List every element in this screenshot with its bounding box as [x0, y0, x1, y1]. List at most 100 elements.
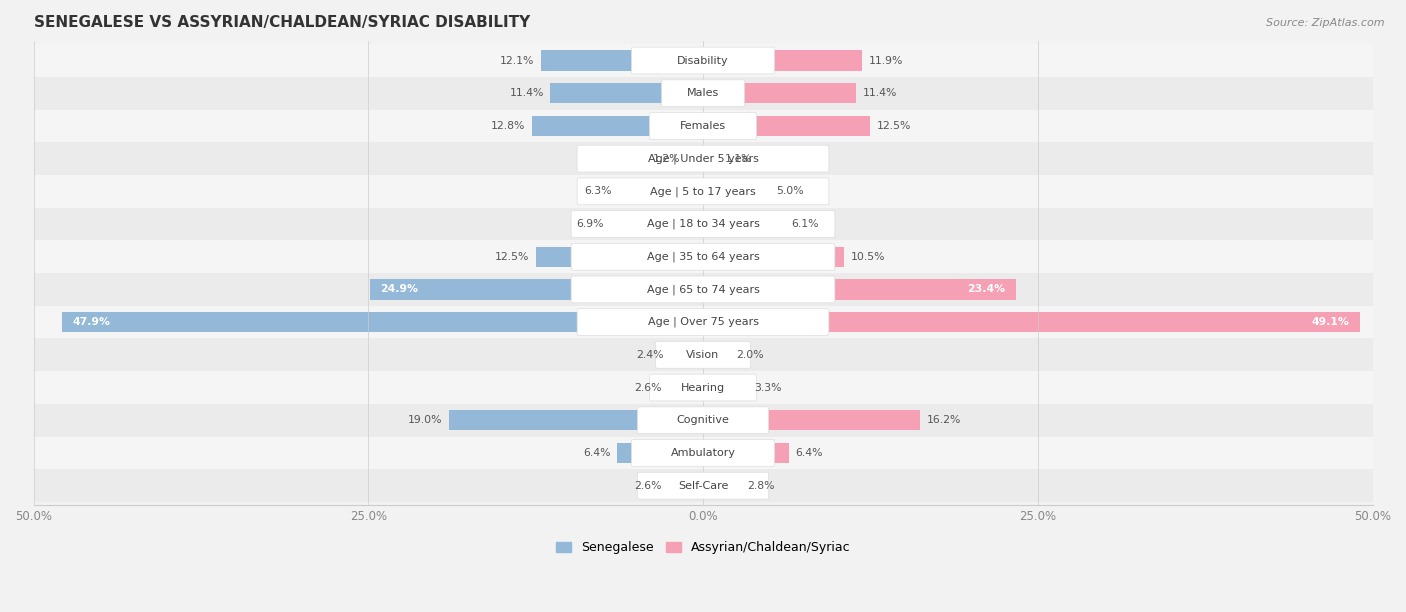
Text: 2.0%: 2.0%: [737, 350, 763, 360]
Text: 49.1%: 49.1%: [1312, 317, 1350, 327]
Bar: [688, 149, 703, 169]
Text: 6.4%: 6.4%: [583, 448, 610, 458]
Bar: [0, 469, 1406, 502]
FancyBboxPatch shape: [571, 276, 835, 303]
Bar: [668, 378, 703, 398]
Bar: [531, 116, 703, 136]
FancyBboxPatch shape: [576, 308, 830, 335]
Bar: [0, 436, 1406, 469]
Text: Age | Under 5 years: Age | Under 5 years: [648, 154, 758, 164]
Bar: [0, 338, 1406, 371]
FancyBboxPatch shape: [661, 80, 745, 106]
Text: 16.2%: 16.2%: [927, 415, 960, 425]
FancyBboxPatch shape: [631, 47, 775, 74]
Text: Source: ZipAtlas.com: Source: ZipAtlas.com: [1267, 18, 1385, 28]
Bar: [668, 476, 703, 496]
Text: 2.4%: 2.4%: [637, 350, 664, 360]
Text: Age | 65 to 74 years: Age | 65 to 74 years: [647, 284, 759, 295]
Bar: [703, 345, 730, 365]
Text: 6.4%: 6.4%: [796, 448, 823, 458]
Legend: Senegalese, Assyrian/Chaldean/Syriac: Senegalese, Assyrian/Chaldean/Syriac: [551, 536, 855, 559]
Bar: [703, 181, 770, 201]
Text: 12.8%: 12.8%: [491, 121, 524, 131]
Text: 11.4%: 11.4%: [862, 88, 897, 98]
Text: Age | 35 to 64 years: Age | 35 to 64 years: [647, 252, 759, 262]
Bar: [449, 410, 703, 430]
FancyBboxPatch shape: [571, 211, 835, 237]
Text: Age | 5 to 17 years: Age | 5 to 17 years: [650, 186, 756, 196]
Bar: [0, 110, 1406, 142]
Text: 10.5%: 10.5%: [851, 252, 884, 262]
Text: Females: Females: [681, 121, 725, 131]
Bar: [619, 181, 703, 201]
Text: 24.9%: 24.9%: [380, 285, 419, 294]
Text: 3.3%: 3.3%: [754, 382, 782, 392]
Bar: [62, 312, 703, 332]
Text: 1.2%: 1.2%: [652, 154, 681, 163]
Text: 2.6%: 2.6%: [634, 480, 661, 491]
FancyBboxPatch shape: [655, 341, 751, 368]
Text: 19.0%: 19.0%: [408, 415, 441, 425]
FancyBboxPatch shape: [631, 439, 775, 466]
Bar: [0, 44, 1406, 77]
Bar: [703, 443, 789, 463]
Text: 2.8%: 2.8%: [747, 480, 775, 491]
Bar: [610, 214, 703, 234]
Bar: [0, 404, 1406, 436]
Text: Age | 18 to 34 years: Age | 18 to 34 years: [647, 218, 759, 230]
Bar: [0, 371, 1406, 404]
Bar: [541, 50, 703, 70]
Text: 12.5%: 12.5%: [495, 252, 529, 262]
Text: 11.4%: 11.4%: [509, 88, 544, 98]
Bar: [0, 241, 1406, 273]
Text: Ambulatory: Ambulatory: [671, 448, 735, 458]
Bar: [370, 279, 703, 299]
Text: Males: Males: [688, 88, 718, 98]
Bar: [703, 50, 862, 70]
Text: 12.5%: 12.5%: [877, 121, 911, 131]
Text: 2.6%: 2.6%: [634, 382, 661, 392]
FancyBboxPatch shape: [637, 407, 769, 434]
FancyBboxPatch shape: [637, 472, 769, 499]
Bar: [703, 476, 741, 496]
Bar: [703, 247, 844, 267]
Bar: [617, 443, 703, 463]
Text: Self-Care: Self-Care: [678, 480, 728, 491]
Bar: [703, 116, 870, 136]
Text: 6.1%: 6.1%: [792, 219, 818, 229]
FancyBboxPatch shape: [650, 113, 756, 140]
Text: SENEGALESE VS ASSYRIAN/CHALDEAN/SYRIAC DISABILITY: SENEGALESE VS ASSYRIAN/CHALDEAN/SYRIAC D…: [34, 15, 530, 30]
Bar: [703, 214, 785, 234]
Bar: [0, 175, 1406, 207]
Text: 1.1%: 1.1%: [724, 154, 752, 163]
Text: 12.1%: 12.1%: [501, 56, 534, 65]
Text: 47.9%: 47.9%: [72, 317, 110, 327]
Text: 6.9%: 6.9%: [576, 219, 605, 229]
Bar: [671, 345, 703, 365]
Bar: [0, 207, 1406, 241]
FancyBboxPatch shape: [576, 178, 830, 205]
Bar: [0, 77, 1406, 110]
Bar: [703, 410, 920, 430]
Text: 23.4%: 23.4%: [967, 285, 1005, 294]
Text: Disability: Disability: [678, 56, 728, 65]
FancyBboxPatch shape: [571, 244, 835, 270]
Bar: [703, 279, 1017, 299]
Text: Cognitive: Cognitive: [676, 415, 730, 425]
Bar: [550, 83, 703, 103]
Bar: [0, 306, 1406, 338]
Text: 11.9%: 11.9%: [869, 56, 904, 65]
Text: 6.3%: 6.3%: [585, 186, 612, 196]
Bar: [0, 142, 1406, 175]
FancyBboxPatch shape: [576, 145, 830, 172]
Bar: [703, 312, 1361, 332]
Text: Age | Over 75 years: Age | Over 75 years: [648, 317, 758, 327]
Bar: [703, 149, 717, 169]
Text: Hearing: Hearing: [681, 382, 725, 392]
Bar: [0, 273, 1406, 306]
Text: Vision: Vision: [686, 350, 720, 360]
Bar: [703, 378, 747, 398]
Bar: [536, 247, 703, 267]
Text: 5.0%: 5.0%: [776, 186, 804, 196]
Bar: [703, 83, 856, 103]
